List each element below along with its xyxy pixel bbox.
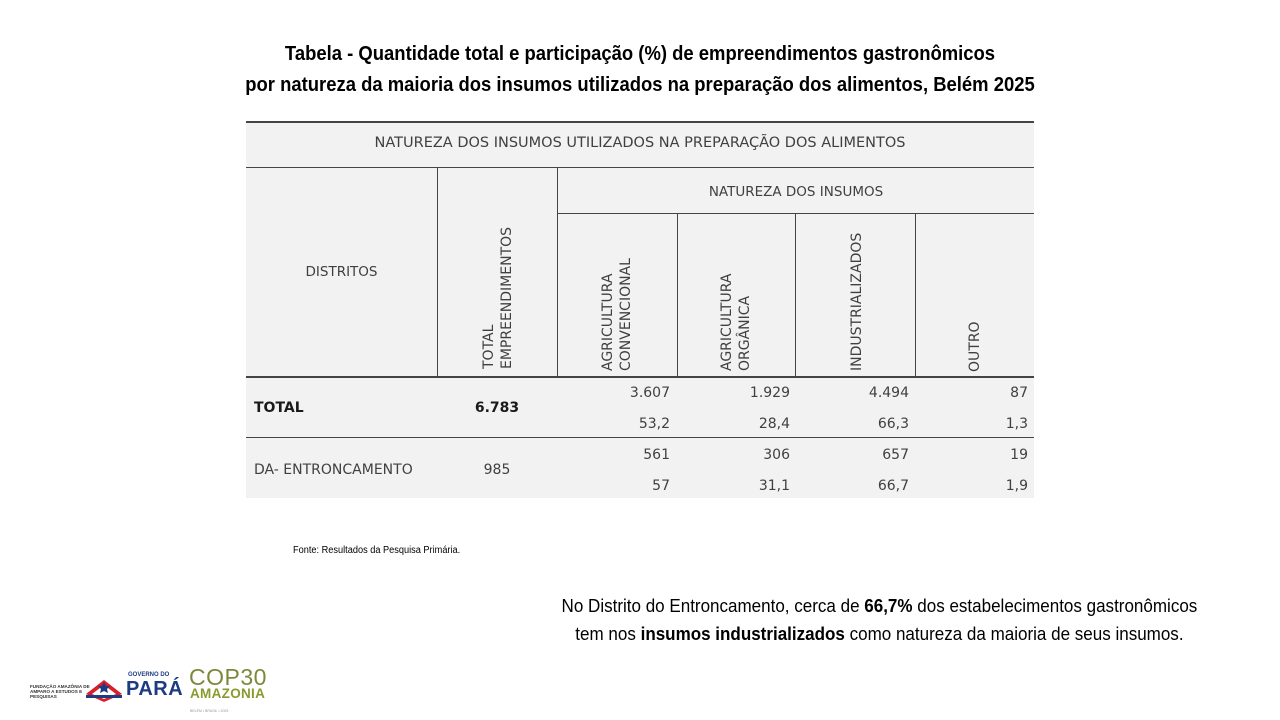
cell-entr-outro-count: 19 — [1010, 447, 1028, 463]
note-text: dos estabelecimentos gastronômicos — [912, 595, 1198, 616]
row-label-entroncamento: DA- ENTRONCAMENTO — [254, 462, 413, 478]
table-header-background — [246, 123, 1034, 498]
col-divider-1 — [437, 168, 438, 377]
table-top-border — [246, 121, 1034, 123]
header-divider — [246, 167, 1034, 168]
governo-do-text: GOVERNO DO — [128, 672, 170, 678]
col-header-org-line1: AGRICULTURA — [719, 273, 735, 371]
sub-header: NATUREZA DOS INSUMOS — [708, 184, 884, 200]
cell-entr-ind-pct: 66,7 — [877, 478, 909, 494]
col-header-outro-text: OUTRO — [967, 321, 983, 372]
col-divider-4 — [795, 214, 796, 377]
title-line-1: Tabela - Quantidade total e participação… — [284, 42, 996, 65]
note-highlight-percent: 66,7% — [864, 595, 913, 616]
note-highlight-insumos: insumos industrializados — [640, 623, 845, 644]
col-header-conv-line2: CONVENCIONAL — [618, 258, 634, 371]
note-text: No Distrito do Entroncamento, cerca de — [561, 595, 865, 616]
col-header-conv: AGRICULTURA CONVENCIONAL — [599, 258, 635, 371]
fapespa-logo-line: AMPARO A ESTUDOS E — [30, 689, 83, 694]
col-header-org-line2: ORGÂNICA — [737, 295, 753, 371]
col-header-outro: OUTRO — [966, 321, 984, 372]
fapespa-logo-line: FUNDAÇÃO AMAZÔNIA DE — [30, 684, 90, 689]
col-header-distritos: DISTRITOS — [305, 264, 378, 280]
row-divider — [246, 437, 1034, 438]
para-text: PARÁ — [126, 678, 184, 700]
col-header-total-line1: TOTAL — [481, 324, 497, 369]
fapespa-logo: FUNDAÇÃO AMAZÔNIA DE AMPARO A ESTUDOS E … — [30, 684, 90, 699]
governo-para-logo: GOVERNO DO PARÁ — [84, 672, 184, 704]
col-header-conv-line1: AGRICULTURA — [600, 273, 616, 371]
col-header-ind-text: INDUSTRIALIZADOS — [849, 232, 865, 371]
page-title: Tabela - Quantidade total e participação… — [64, 38, 1216, 100]
note-text: como natureza da maioria de seus insumos… — [844, 623, 1184, 644]
amazonia-text: AMAZONIA — [190, 686, 266, 701]
cop-bottom-text: BELÉM • BRASIL • 2025 — [190, 709, 229, 713]
col-header-total: TOTAL EMPREENDIMENTOS — [480, 227, 516, 369]
subheader-divider — [558, 213, 1034, 214]
cell-total-org-pct: 28,4 — [758, 416, 790, 432]
data-table: NATUREZA DOS INSUMOS UTILIZADOS NA PREPA… — [246, 121, 1034, 500]
col-divider-5 — [915, 214, 916, 377]
cell-total-org-count: 1.929 — [749, 385, 790, 401]
title-line-2: por natureza da maioria dos insumos util… — [245, 73, 1035, 96]
cell-entr-outro-pct: 1,9 — [1005, 478, 1028, 494]
header-bottom-border — [246, 376, 1034, 378]
row-total-value: 6.783 — [474, 400, 520, 416]
cell-entr-conv-pct: 57 — [652, 478, 670, 494]
note-text: tem nos — [575, 623, 641, 644]
cell-total-outro-count: 87 — [1010, 385, 1028, 401]
highlight-note: No Distrito do Entroncamento, cerca de 6… — [511, 592, 1247, 648]
col-divider-2 — [557, 168, 558, 377]
cell-entr-org-pct: 31,1 — [758, 478, 790, 494]
note-line-1: No Distrito do Entroncamento, cerca de 6… — [511, 592, 1247, 620]
cop30-amazonia-logo: COP30 AMAZONIA BELÉM • BRASIL • 2025 — [189, 662, 279, 716]
col-header-org: AGRICULTURA ORGÂNICA — [718, 274, 754, 371]
col-header-total-line2: EMPREENDIMENTOS — [499, 226, 515, 369]
cell-total-conv-pct: 53,2 — [638, 416, 670, 432]
cell-total-ind-pct: 66,3 — [877, 416, 909, 432]
col-header-ind: INDUSTRIALIZADOS — [848, 233, 866, 371]
col-divider-3 — [677, 214, 678, 377]
cell-entr-org-count: 306 — [763, 447, 790, 463]
source-note: Fonte: Resultados da Pesquisa Primária. — [293, 545, 461, 556]
cell-total-conv-count: 3.607 — [629, 385, 670, 401]
row-label-total: TOTAL — [254, 400, 304, 416]
cop30-text: COP30 — [189, 664, 267, 690]
cell-entr-conv-count: 561 — [643, 447, 670, 463]
main-header: NATUREZA DOS INSUMOS UTILIZADOS NA PREPA… — [374, 135, 906, 151]
para-flag-icon — [86, 680, 122, 702]
cell-entr-ind-count: 657 — [882, 447, 909, 463]
fapespa-logo-line: PESQUISAS — [30, 694, 57, 699]
cell-total-outro-pct: 1,3 — [1005, 416, 1028, 432]
row-entroncamento-total: 985 — [483, 462, 511, 478]
cell-total-ind-count: 4.494 — [868, 385, 909, 401]
note-line-2: tem nos insumos industrializados como na… — [511, 620, 1247, 648]
